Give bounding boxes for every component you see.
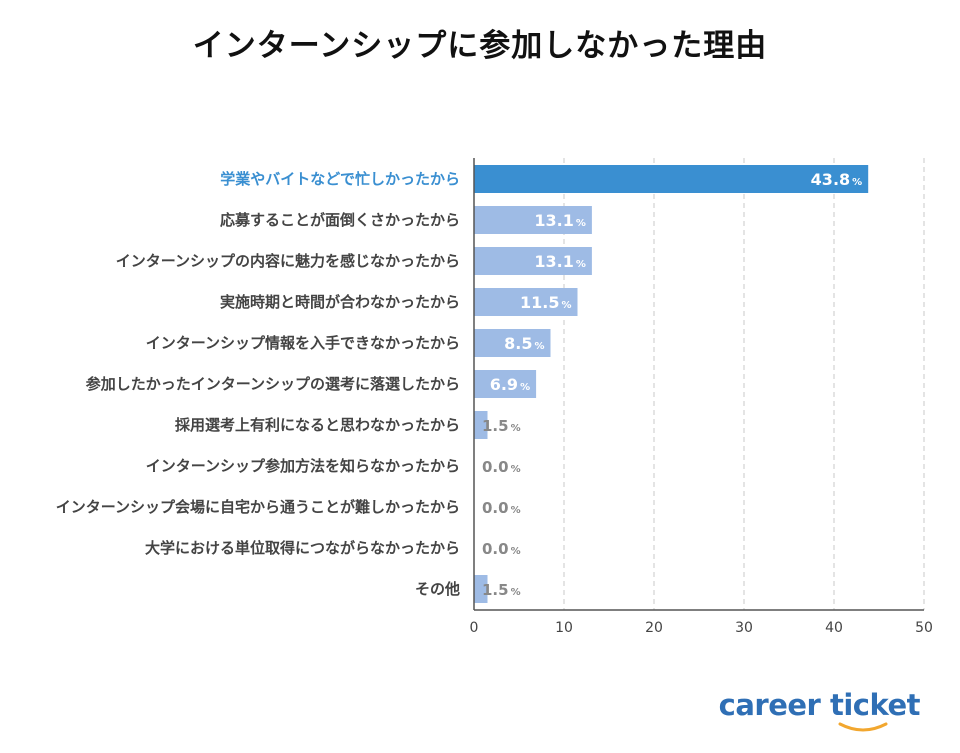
- x-tick-label: 30: [735, 620, 753, 636]
- value-label: 6.9%: [490, 375, 530, 394]
- chart-title: インターンシップに参加しなかった理由: [192, 28, 768, 64]
- x-tick-label: 40: [825, 620, 843, 636]
- bar: [474, 165, 869, 193]
- category-label: インターンシップの内容に魅力を感じなかったから: [116, 252, 460, 270]
- category-label: インターンシップ情報を入手できなかったから: [146, 334, 460, 352]
- category-label: 参加したかったインターンシップの選考に落選したから: [86, 375, 460, 393]
- x-tick-label: 10: [555, 620, 573, 636]
- value-label: 0.0%: [482, 458, 521, 476]
- value-label: 0.0%: [482, 540, 521, 558]
- category-label: 実施時期と時間が合わなかったから: [220, 293, 460, 311]
- bars: [474, 165, 869, 603]
- category-label: インターンシップ会場に自宅から通うことが難しかったから: [56, 498, 460, 516]
- bar: [474, 370, 537, 398]
- category-label: その他: [415, 580, 460, 598]
- bar: [474, 247, 592, 275]
- value-label: 13.1%: [534, 211, 586, 230]
- x-tick-label: 20: [645, 620, 663, 636]
- x-axis: 0 10 20 30 40 50: [470, 158, 933, 636]
- value-label: 13.1%: [534, 252, 586, 271]
- category-label: インターンシップ参加方法を知らなかったから: [146, 457, 460, 475]
- bar: [474, 411, 488, 439]
- gridlines: [563, 158, 925, 610]
- value-label: 1.5%: [482, 417, 521, 435]
- value-labels: 43.8 % 13.1 % 13.1 % 11.5 % 8.5 % 6.9 % 1.5 % 0.0 % 0.0%…: [482, 170, 862, 599]
- bar: [474, 206, 592, 234]
- category-label: 大学における単位取得につながらなかったから: [145, 539, 460, 557]
- category-label: 応募することが面倒くさかったから: [220, 211, 460, 229]
- bar: [474, 329, 551, 357]
- x-tick-label: 50: [915, 620, 933, 636]
- value-label: 0.0%: [482, 499, 521, 517]
- value-label: 11.5%: [520, 293, 572, 312]
- bar: [474, 575, 488, 603]
- value-label: 43.8%: [811, 170, 863, 189]
- brand-smile-icon: [838, 722, 888, 732]
- category-labels: 学業やバイトなどで忙しかったから応募することが面倒くさかったからインターンシップ…: [56, 170, 460, 598]
- bar: [474, 288, 578, 316]
- brand-logo: career ticket: [718, 688, 921, 722]
- x-tick-label: 0: [470, 620, 479, 636]
- category-label: 学業やバイトなどで忙しかったから: [220, 170, 460, 188]
- category-label: 採用選考上有利になると思わなかったから: [175, 416, 460, 434]
- value-label: 8.5%: [504, 334, 544, 353]
- value-label: 1.5%: [482, 581, 521, 599]
